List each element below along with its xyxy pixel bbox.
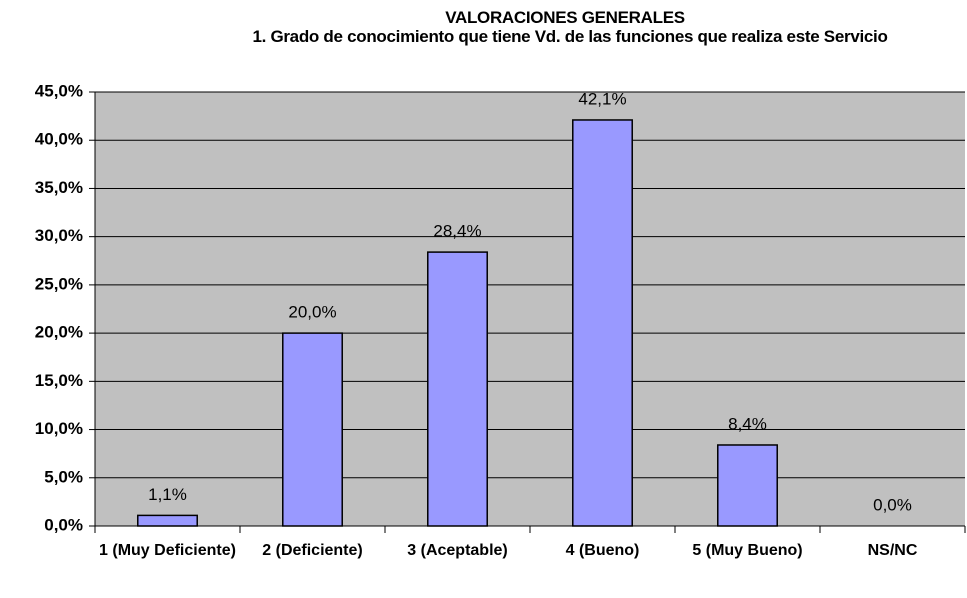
- data-label: 20,0%: [288, 303, 336, 322]
- x-tick-label: 5 (Muy Bueno): [692, 542, 803, 559]
- data-label: 0,0%: [873, 495, 912, 514]
- y-tick-label: 20,0%: [35, 323, 83, 342]
- bar: [572, 119, 633, 527]
- data-label: 28,4%: [433, 222, 481, 241]
- x-tick-label: NS/NC: [867, 542, 918, 559]
- x-tick-label: 3 (Aceptable): [407, 542, 508, 559]
- bar: [282, 332, 343, 527]
- y-tick-label: 15,0%: [35, 371, 83, 390]
- bar: [717, 444, 778, 527]
- y-tick-label: 0,0%: [44, 515, 83, 534]
- chart-subtitle: 1. Grado de conocimiento que tiene Vd. d…: [252, 27, 888, 46]
- x-tick-label: 4 (Bueno): [565, 542, 640, 559]
- y-tick-label: 40,0%: [35, 130, 83, 149]
- data-label: 8,4%: [728, 414, 767, 433]
- y-tick-label: 5,0%: [44, 467, 83, 486]
- x-tick-label: 2 (Deficiente): [262, 542, 363, 559]
- bar: [427, 251, 488, 527]
- y-tick-label: 45,0%: [35, 81, 83, 100]
- y-tick-label: 35,0%: [35, 178, 83, 197]
- data-label: 1,1%: [148, 485, 187, 504]
- plot-area: [95, 92, 965, 526]
- chart-title: VALORACIONES GENERALES: [445, 8, 685, 27]
- data-label: 42,1%: [578, 89, 626, 108]
- y-tick-label: 25,0%: [35, 274, 83, 293]
- y-tick-label: 10,0%: [35, 419, 83, 438]
- x-tick-label: 1 (Muy Deficiente): [99, 542, 236, 559]
- bar: [137, 514, 198, 527]
- y-tick-label: 30,0%: [35, 226, 83, 245]
